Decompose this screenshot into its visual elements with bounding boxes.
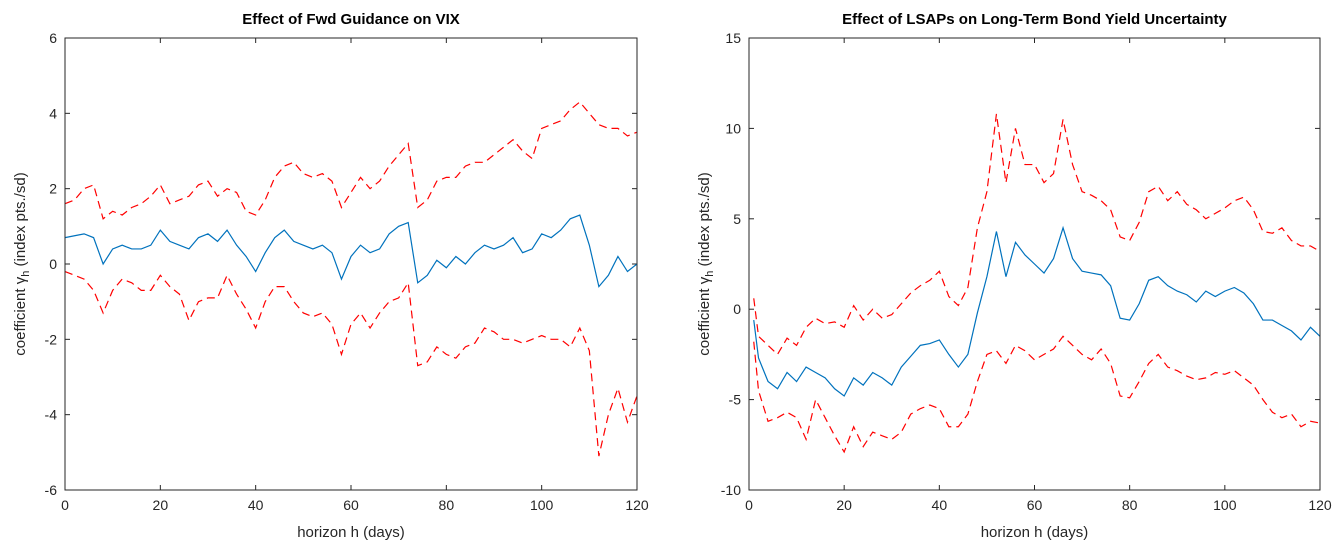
x-tick-label: 40 [248,497,264,513]
axes-box [748,37,1321,491]
x-tick-label: 100 [1213,497,1237,513]
data-line [64,101,638,220]
y-tick-label: -10 [721,482,741,498]
x-tick-label: 120 [625,497,649,513]
x-tick-label: 60 [343,497,359,513]
y-tick-label: 0 [733,301,741,317]
y-tick-label: -5 [729,392,742,408]
x-tick-label: 100 [530,497,554,513]
data-line [64,270,638,457]
y-tick-label: -2 [45,331,58,347]
x-tick-label: 120 [1308,497,1332,513]
x-tick-label: 40 [932,497,948,513]
chart-title: Effect of LSAPs on Long-Term Bond Yield … [842,11,1227,28]
x-tick-label: 60 [1027,497,1043,513]
data-line [753,225,1321,397]
y-tick-label: 0 [49,256,57,272]
axes-box [64,37,638,491]
y-tick-label: -4 [45,407,58,423]
y-axis-label-sub: h [20,271,32,277]
y-axis-label-rest: (index pts./sd) [696,172,713,270]
plot-area [65,38,637,490]
x-tick-label: 20 [153,497,169,513]
y-tick-label: 2 [49,181,57,197]
x-axis-label: horizon h (days) [981,524,1089,541]
y-axis-label: coefficient γh (index pts./sd) [696,172,716,355]
y-tick-label: -6 [45,482,58,498]
x-axis-label: horizon h (days) [297,524,405,541]
y-tick-label: 6 [49,30,57,46]
x-tick-label: 20 [836,497,852,513]
data-line [753,113,1321,356]
y-tick-label: 10 [725,120,741,136]
x-tick-label: 0 [745,497,753,513]
chart-title: Effect of Fwd Guidance on VIX [242,11,460,28]
y-axis-label-main: coefficient γ [696,276,713,355]
y-axis-label-rest: (index pts./sd) [12,172,29,270]
data-line [64,214,638,288]
y-tick-label: 4 [49,105,57,121]
y-tick-label: 15 [725,30,741,46]
x-tick-label: 0 [61,497,69,513]
x-tick-label: 80 [439,497,455,513]
y-axis-label-main: coefficient γ [12,276,29,355]
x-tick-label: 80 [1122,497,1138,513]
y-axis-label: coefficient γh (index pts./sd) [12,172,32,355]
y-tick-label: 5 [733,211,741,227]
y-axis-label-sub: h [704,271,716,277]
data-line [753,335,1321,454]
